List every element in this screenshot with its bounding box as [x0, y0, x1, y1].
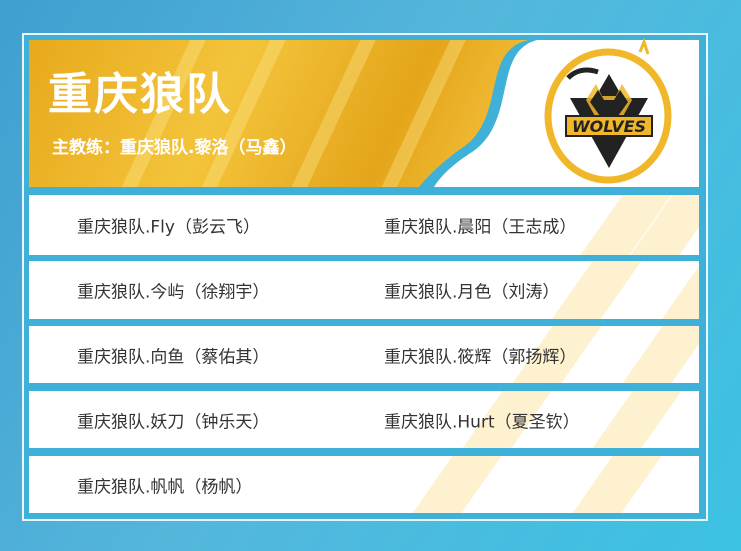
player-name: 重庆狼队.Hurt（夏圣钦）	[384, 412, 580, 432]
player-name: 重庆狼队.今屿（徐翔宇）	[77, 282, 270, 303]
team-title: 重庆狼队	[48, 69, 232, 120]
header-white-panel	[419, 40, 699, 187]
logo-text: WOLVES	[572, 117, 646, 136]
player-name: 重庆狼队.筱辉（郭扬辉）	[384, 347, 577, 367]
player-name: 重庆狼队.帆帆（杨帆）	[77, 477, 253, 497]
player-row: 重庆狼队.妖刀（钟乐天） 重庆狼队.Hurt（夏圣钦）	[29, 391, 699, 448]
head-coach: 主教练：重庆狼队.黎洛（马鑫）	[52, 138, 297, 158]
player-row: 重庆狼队.Fly（彭云飞） 重庆狼队.晨阳（王志成）	[29, 195, 699, 255]
player-row: 重庆狼队.向鱼（蔡佑其） 重庆狼队.筱辉（郭扬辉）	[29, 326, 699, 383]
player-row: 重庆狼队.帆帆（杨帆）	[29, 456, 699, 513]
player-name: 重庆狼队.Fly（彭云飞）	[77, 217, 260, 238]
player-name: 重庆狼队.妖刀（钟乐天）	[77, 412, 270, 432]
player-name: 重庆狼队.月色（刘涛）	[384, 282, 560, 303]
player-name: 重庆狼队.晨阳（王志成）	[384, 217, 577, 238]
team-header	[29, 40, 699, 187]
player-row: 重庆狼队.今屿（徐翔宇） 重庆狼队.月色（刘涛）	[29, 261, 699, 319]
wolves-logo-icon: WOLVES	[544, 38, 672, 184]
player-name: 重庆狼队.向鱼（蔡佑其）	[77, 347, 270, 367]
